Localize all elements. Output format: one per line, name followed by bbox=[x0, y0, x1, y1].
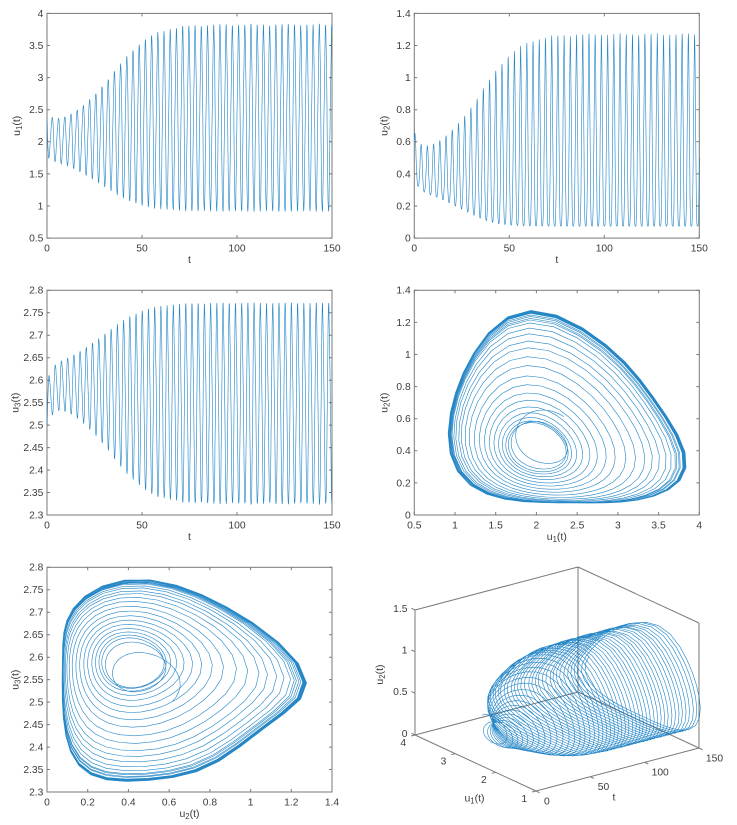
svg-text:u2(t): u2(t) bbox=[379, 393, 392, 413]
svg-text:0: 0 bbox=[405, 510, 411, 521]
svg-text:0.5: 0.5 bbox=[393, 687, 408, 698]
svg-text:0.4: 0.4 bbox=[121, 797, 136, 808]
svg-text:2.45: 2.45 bbox=[23, 720, 43, 731]
svg-text:1.5: 1.5 bbox=[489, 520, 504, 531]
svg-text:2.35: 2.35 bbox=[23, 765, 43, 776]
svg-text:0.4: 0.4 bbox=[396, 169, 411, 180]
svg-text:2.75: 2.75 bbox=[23, 585, 43, 596]
svg-text:4: 4 bbox=[696, 520, 702, 531]
svg-text:2.65: 2.65 bbox=[23, 630, 43, 641]
svg-text:2.5: 2.5 bbox=[29, 421, 44, 432]
svg-text:0.8: 0.8 bbox=[396, 382, 411, 393]
svg-text:0.8: 0.8 bbox=[203, 797, 218, 808]
svg-text:2: 2 bbox=[38, 137, 44, 148]
svg-text:50: 50 bbox=[504, 244, 516, 255]
svg-text:2.7: 2.7 bbox=[29, 608, 44, 619]
svg-text:2: 2 bbox=[481, 775, 487, 786]
svg-text:2.35: 2.35 bbox=[23, 488, 43, 499]
svg-text:3.5: 3.5 bbox=[29, 41, 44, 52]
svg-text:2.4: 2.4 bbox=[29, 466, 44, 477]
svg-text:0.6: 0.6 bbox=[162, 797, 177, 808]
svg-text:2.3: 2.3 bbox=[29, 787, 44, 798]
svg-text:0: 0 bbox=[544, 796, 550, 807]
svg-text:0: 0 bbox=[405, 234, 411, 245]
svg-text:100: 100 bbox=[228, 244, 245, 255]
svg-text:u1(t): u1(t) bbox=[547, 531, 567, 544]
svg-text:1.5: 1.5 bbox=[29, 169, 44, 180]
svg-text:t: t bbox=[613, 791, 616, 803]
svg-text:100: 100 bbox=[596, 244, 613, 255]
svg-text:50: 50 bbox=[136, 244, 148, 255]
svg-text:u1(t): u1(t) bbox=[464, 792, 484, 805]
svg-text:0.4: 0.4 bbox=[396, 446, 411, 457]
svg-text:2.5: 2.5 bbox=[29, 698, 44, 709]
svg-text:2.6: 2.6 bbox=[29, 653, 44, 664]
svg-text:1: 1 bbox=[521, 794, 527, 805]
svg-text:1: 1 bbox=[452, 520, 458, 531]
svg-text:0.2: 0.2 bbox=[81, 797, 96, 808]
svg-text:2.45: 2.45 bbox=[23, 443, 43, 454]
svg-text:0.2: 0.2 bbox=[396, 201, 411, 212]
svg-text:1: 1 bbox=[38, 201, 44, 212]
svg-text:2.5: 2.5 bbox=[29, 105, 44, 116]
svg-text:2.7: 2.7 bbox=[29, 331, 44, 342]
svg-text:2: 2 bbox=[534, 520, 540, 531]
svg-text:1.4: 1.4 bbox=[325, 797, 340, 808]
svg-text:0.5: 0.5 bbox=[29, 234, 44, 245]
svg-text:2.4: 2.4 bbox=[29, 743, 44, 754]
svg-text:u3(t): u3(t) bbox=[10, 393, 23, 413]
svg-text:0: 0 bbox=[44, 520, 50, 531]
svg-text:u2(t): u2(t) bbox=[374, 664, 387, 684]
svg-text:1.5: 1.5 bbox=[393, 604, 408, 615]
svg-text:1.2: 1.2 bbox=[396, 318, 411, 329]
svg-text:t: t bbox=[188, 531, 191, 543]
svg-text:1: 1 bbox=[248, 797, 254, 808]
svg-text:2.3: 2.3 bbox=[29, 510, 44, 521]
svg-text:100: 100 bbox=[652, 768, 669, 779]
svg-text:2.8: 2.8 bbox=[29, 286, 44, 297]
svg-text:0: 0 bbox=[44, 797, 50, 808]
svg-text:t: t bbox=[555, 254, 558, 266]
svg-text:u3(t): u3(t) bbox=[10, 670, 23, 690]
svg-text:2.55: 2.55 bbox=[23, 398, 43, 409]
svg-text:150: 150 bbox=[706, 753, 723, 764]
svg-text:0.2: 0.2 bbox=[396, 478, 411, 489]
svg-text:150: 150 bbox=[323, 520, 340, 531]
svg-text:50: 50 bbox=[598, 782, 610, 793]
svg-text:1: 1 bbox=[402, 646, 408, 657]
svg-text:1: 1 bbox=[405, 73, 411, 84]
svg-text:4: 4 bbox=[400, 738, 406, 749]
svg-text:0: 0 bbox=[44, 244, 50, 255]
svg-text:4: 4 bbox=[38, 9, 44, 20]
svg-text:3: 3 bbox=[38, 73, 44, 84]
svg-text:150: 150 bbox=[691, 244, 708, 255]
svg-text:0: 0 bbox=[402, 729, 408, 740]
svg-text:3: 3 bbox=[615, 520, 621, 531]
svg-text:2.8: 2.8 bbox=[29, 563, 44, 574]
svg-text:100: 100 bbox=[228, 520, 245, 531]
svg-text:0.5: 0.5 bbox=[407, 520, 422, 531]
svg-text:1.4: 1.4 bbox=[396, 9, 411, 20]
svg-text:t: t bbox=[188, 254, 191, 266]
svg-text:3: 3 bbox=[441, 757, 447, 768]
svg-text:0: 0 bbox=[411, 244, 417, 255]
svg-text:0.6: 0.6 bbox=[396, 414, 411, 425]
svg-text:u2(t): u2(t) bbox=[179, 808, 199, 821]
svg-text:1.2: 1.2 bbox=[284, 797, 299, 808]
svg-text:1.2: 1.2 bbox=[396, 41, 411, 52]
svg-text:50: 50 bbox=[136, 520, 148, 531]
svg-text:1: 1 bbox=[405, 350, 411, 361]
svg-text:2.6: 2.6 bbox=[29, 376, 44, 387]
svg-text:2.65: 2.65 bbox=[23, 353, 43, 364]
svg-text:2.55: 2.55 bbox=[23, 675, 43, 686]
svg-text:3.5: 3.5 bbox=[651, 520, 666, 531]
svg-text:u2(t): u2(t) bbox=[379, 116, 392, 136]
svg-text:2.75: 2.75 bbox=[23, 308, 43, 319]
svg-text:u1(t): u1(t) bbox=[11, 116, 24, 136]
svg-text:0.8: 0.8 bbox=[396, 105, 411, 116]
svg-text:2.5: 2.5 bbox=[570, 520, 585, 531]
svg-text:0.6: 0.6 bbox=[396, 137, 411, 148]
svg-text:150: 150 bbox=[323, 244, 340, 255]
svg-text:1.4: 1.4 bbox=[396, 286, 411, 297]
